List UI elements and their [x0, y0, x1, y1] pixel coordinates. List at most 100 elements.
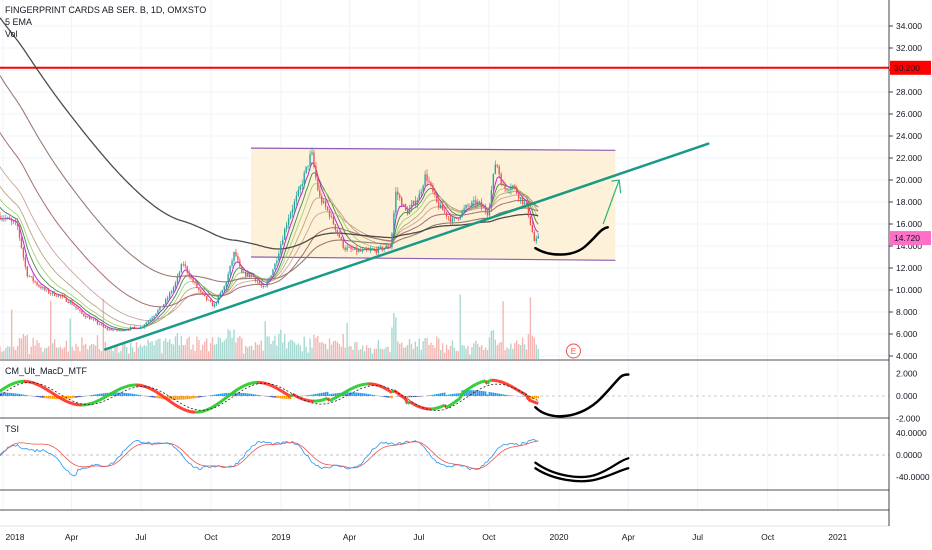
macd-line-segment	[38, 383, 42, 388]
macd-line-segment	[5, 384, 9, 389]
volume-bar	[28, 353, 30, 359]
macd-projection-curve	[534, 373, 630, 418]
macd-line-segment	[328, 398, 333, 403]
macd-histogram-bar	[168, 396, 171, 400]
volume-bar	[40, 347, 42, 359]
macd-histogram-bar	[315, 393, 317, 396]
volume-bar	[506, 347, 508, 359]
macd-histogram-bar	[447, 394, 450, 396]
macd-histogram-bar	[51, 396, 54, 399]
candle	[139, 325, 142, 329]
volume-bar	[479, 346, 481, 359]
time-tick-label: Apr	[65, 532, 78, 542]
volume-bar	[133, 352, 136, 359]
price-tick-label: 32.000	[896, 43, 922, 53]
candle	[174, 280, 177, 290]
macd-histogram-bar	[317, 393, 319, 396]
candle	[397, 187, 399, 200]
macd-histogram-bar	[147, 396, 149, 397]
macd-histogram-bar	[313, 394, 315, 396]
candle	[471, 200, 473, 208]
macd-line-segment	[529, 399, 533, 403]
candle	[412, 200, 415, 206]
macd-histogram-bar	[233, 392, 235, 396]
volume-bar	[192, 344, 194, 359]
user-drawings[interactable]	[103, 142, 710, 351]
volume-bar	[451, 340, 454, 359]
candle	[83, 313, 85, 318]
macd-line-segment	[535, 401, 539, 405]
candle	[358, 247, 360, 253]
candle	[46, 288, 48, 292]
candle	[395, 187, 397, 218]
symbol-title[interactable]: FINGERPRINT CARDS AB SER. B, 1D, OMXSTO	[5, 5, 207, 15]
candle	[408, 204, 411, 215]
macd-pane-label[interactable]: CM_Ult_MacD_MTF	[5, 366, 88, 376]
volume-bar	[128, 353, 130, 359]
candle	[155, 313, 157, 317]
candle	[61, 293, 64, 299]
macd-histogram-bar	[0, 392, 1, 396]
volume-bar	[118, 352, 120, 359]
volume-bar	[385, 347, 387, 359]
candle	[129, 325, 132, 331]
volume-bar	[416, 346, 418, 359]
ema-study-label[interactable]: 5 EMA	[5, 17, 33, 27]
volume-bar	[348, 346, 350, 359]
candle	[449, 212, 452, 226]
candle	[16, 218, 19, 231]
volume-study-label[interactable]: Vol	[5, 29, 18, 39]
volume-bar	[135, 341, 138, 359]
macd-line-segment	[112, 390, 116, 394]
macd-histogram-bar	[406, 396, 409, 400]
volume-bar	[100, 351, 103, 359]
candle	[465, 204, 467, 210]
macd-histogram-bar	[381, 396, 383, 397]
volume-bar	[414, 341, 417, 359]
candle	[245, 271, 247, 280]
candle	[457, 218, 459, 222]
macd-line-segment	[61, 397, 66, 402]
volume-bar	[227, 329, 229, 359]
candle	[463, 204, 465, 215]
macd-histogram-bar	[498, 393, 500, 396]
macd-histogram-bar	[358, 392, 360, 396]
volume-bar	[248, 346, 251, 359]
macd-line-segment	[449, 402, 454, 407]
volume-bar	[467, 345, 469, 359]
volume-bar	[110, 348, 112, 359]
price-tick-label: 4.000	[896, 351, 918, 361]
macd-line-segment	[153, 389, 157, 394]
candle	[373, 247, 376, 252]
macd-line-segment	[508, 383, 512, 388]
macd-line-segment	[387, 388, 391, 393]
price-channel-drawing[interactable]	[0, 66, 889, 261]
candle	[332, 214, 335, 225]
tsi-pane-label[interactable]: TSI	[5, 424, 20, 434]
time-tick-label: 2019	[272, 532, 291, 542]
macd-line-segment	[342, 390, 346, 395]
macd-histogram-bar	[307, 395, 309, 396]
macd-histogram-bar	[500, 393, 502, 396]
price-tick-label: 6.000	[896, 329, 918, 339]
macd-line-segment	[272, 384, 276, 389]
volume-bar	[332, 341, 335, 359]
volume-bar	[463, 345, 465, 359]
macd-histogram-bar	[81, 396, 83, 397]
macd-histogram-bar	[375, 395, 378, 396]
macd-histogram-bar	[309, 394, 311, 396]
candle	[379, 244, 381, 250]
volume-bar	[397, 341, 399, 359]
volume-bar	[373, 348, 376, 359]
candle	[477, 198, 479, 208]
macd-line-segment	[383, 386, 387, 391]
candle	[219, 291, 222, 299]
volume-bar	[24, 336, 27, 359]
macd-histogram-bar	[200, 396, 202, 398]
volume-bar	[198, 340, 200, 359]
macd-line-segment	[465, 387, 469, 392]
macd-line-segment	[455, 398, 460, 403]
candle	[387, 243, 389, 250]
macd-histogram-bar	[502, 394, 504, 396]
